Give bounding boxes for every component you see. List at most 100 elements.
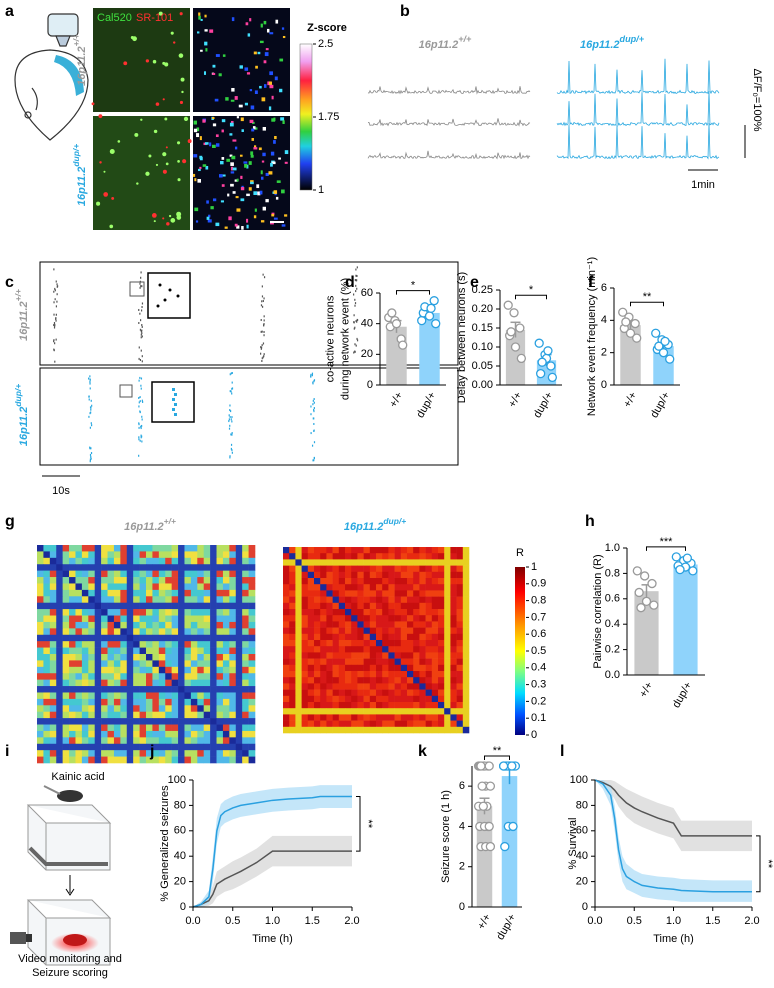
- heatmap-cell: [444, 689, 451, 697]
- heatmap-cell: [190, 647, 198, 655]
- spike: [141, 435, 143, 438]
- heatmap-cell: [37, 654, 44, 661]
- heatmap-cell: [152, 679, 160, 687]
- heatmap-cell: [394, 714, 402, 721]
- raster-frame: [39, 261, 459, 366]
- heatmap-cell: [178, 570, 185, 578]
- heatmap-cell: [56, 602, 63, 610]
- spike: [140, 333, 142, 336]
- heatmap-cell: [326, 695, 333, 703]
- heatmap-cell: [222, 570, 230, 578]
- heatmap-cell: [43, 692, 51, 700]
- heatmap-cell: [431, 708, 439, 715]
- heatmap-cell: [388, 621, 395, 628]
- heatmap-cell: [320, 609, 327, 616]
- heatmap-cell: [81, 654, 89, 661]
- cell: [244, 163, 248, 168]
- heatmap-cell: [152, 570, 160, 578]
- heatmap-cell: [332, 559, 340, 566]
- heatmap-cell: [314, 708, 321, 715]
- heatmap-cell: [101, 750, 108, 757]
- heatmap-cell: [165, 737, 172, 745]
- heatmap-cell: [139, 698, 147, 706]
- significance-bracket: [396, 290, 430, 295]
- trace: [556, 58, 720, 95]
- heatmap-cell: [49, 692, 57, 700]
- spike: [262, 342, 265, 345]
- cell: [228, 216, 232, 221]
- heatmap-cell: [56, 583, 63, 591]
- heatmap-cell: [301, 652, 309, 659]
- cell: [260, 170, 263, 175]
- heatmap-cell: [62, 647, 70, 655]
- heatmap-cell: [88, 737, 96, 745]
- heatmap-cell: [120, 698, 128, 706]
- heatmap-cell: [37, 557, 44, 565]
- heatmap-cell: [369, 695, 377, 703]
- heatmap-cell: [113, 589, 121, 597]
- heatmap-cell: [388, 695, 395, 703]
- heatmap-cell: [345, 726, 352, 734]
- cell: [177, 141, 181, 145]
- heatmap-cell: [320, 584, 327, 591]
- cell: [256, 184, 260, 189]
- heatmap-cell: [357, 559, 364, 566]
- heatmap-cell: [295, 652, 302, 659]
- spike: [313, 441, 316, 444]
- heatmap-cell: [450, 578, 457, 585]
- heatmap-cell: [444, 621, 451, 628]
- heatmap-cell: [165, 718, 172, 725]
- heatmap-cell: [369, 708, 377, 715]
- heatmap-cell: [49, 602, 57, 610]
- colorbar-tick-label: 0.5: [531, 645, 546, 657]
- heatmap-cell: [413, 652, 420, 659]
- heatmap-cell: [357, 652, 364, 659]
- heatmap-cell: [407, 689, 414, 697]
- spike: [172, 398, 175, 401]
- heatmap-cell: [101, 641, 108, 648]
- heatmap-cell: [438, 677, 445, 684]
- spike: [354, 298, 356, 301]
- heatmap-cell: [338, 714, 346, 721]
- spike: [356, 287, 358, 290]
- heatmap-cell: [178, 750, 185, 757]
- heatmap-cell: [178, 602, 185, 610]
- heatmap-cell: [456, 683, 464, 690]
- heatmap-cell: [394, 615, 402, 622]
- heatmap-cell: [88, 750, 96, 757]
- heatmap-cell: [400, 615, 408, 622]
- heatmap-cell: [407, 708, 414, 715]
- spike: [231, 387, 234, 390]
- heatmap-cell: [113, 577, 121, 584]
- heatmap-cell: [369, 720, 377, 728]
- heatmap-cell: [456, 565, 464, 573]
- heatmap-cell: [235, 621, 243, 629]
- heatmap-cell: [139, 641, 147, 648]
- heatmap-cell: [139, 730, 147, 738]
- heatmap-cell: [431, 547, 439, 554]
- heatmap-cell: [242, 730, 249, 738]
- heatmap-cell: [69, 654, 76, 661]
- heatmap-cell: [307, 578, 315, 585]
- y-tick-label: 60: [576, 825, 588, 837]
- heatmap-cell: [382, 695, 389, 703]
- heatmap-cell: [462, 627, 470, 635]
- heatmap-cell: [222, 724, 230, 732]
- cell: [273, 217, 278, 220]
- heatmap-cell: [407, 658, 414, 666]
- heatmap-cell: [210, 679, 217, 687]
- heatmap-cell: [376, 640, 383, 647]
- cell: [268, 106, 272, 111]
- y-axis-label: Network event frequency (min⁻¹): [586, 257, 598, 416]
- cell: [208, 214, 211, 218]
- heatmap-cell: [462, 578, 470, 585]
- heatmap-cell: [394, 633, 402, 641]
- heatmap-cell: [190, 711, 198, 719]
- heatmap-cell: [81, 711, 89, 719]
- heatmap-cell: [152, 711, 160, 719]
- heatmap-cell: [376, 584, 383, 591]
- heatmap-cell: [388, 640, 395, 647]
- heatmap-cell: [314, 720, 321, 728]
- heatmap-cell: [152, 609, 160, 616]
- cell: [179, 12, 183, 16]
